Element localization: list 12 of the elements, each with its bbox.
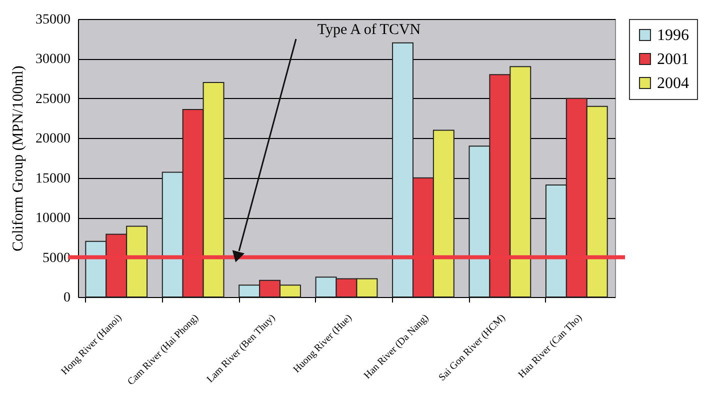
y-tick-label: 10000 <box>36 211 70 226</box>
legend-label: 2001 <box>657 51 689 68</box>
y-tick-label: 20000 <box>36 132 70 147</box>
y-tick-label: 25000 <box>36 92 70 107</box>
y-tick-label: 35000 <box>36 12 70 28</box>
y-tick-label: 15000 <box>36 171 70 186</box>
y-tick-label: 30000 <box>36 52 70 68</box>
y-tick-label: 0 <box>64 290 70 306</box>
y-axis-title: Coliform Group (MPN/100ml) <box>10 66 26 252</box>
annotation: Type A of TCVN <box>317 22 421 38</box>
legend-label: 1996 <box>657 27 689 44</box>
legend-label: 2004 <box>657 75 689 92</box>
